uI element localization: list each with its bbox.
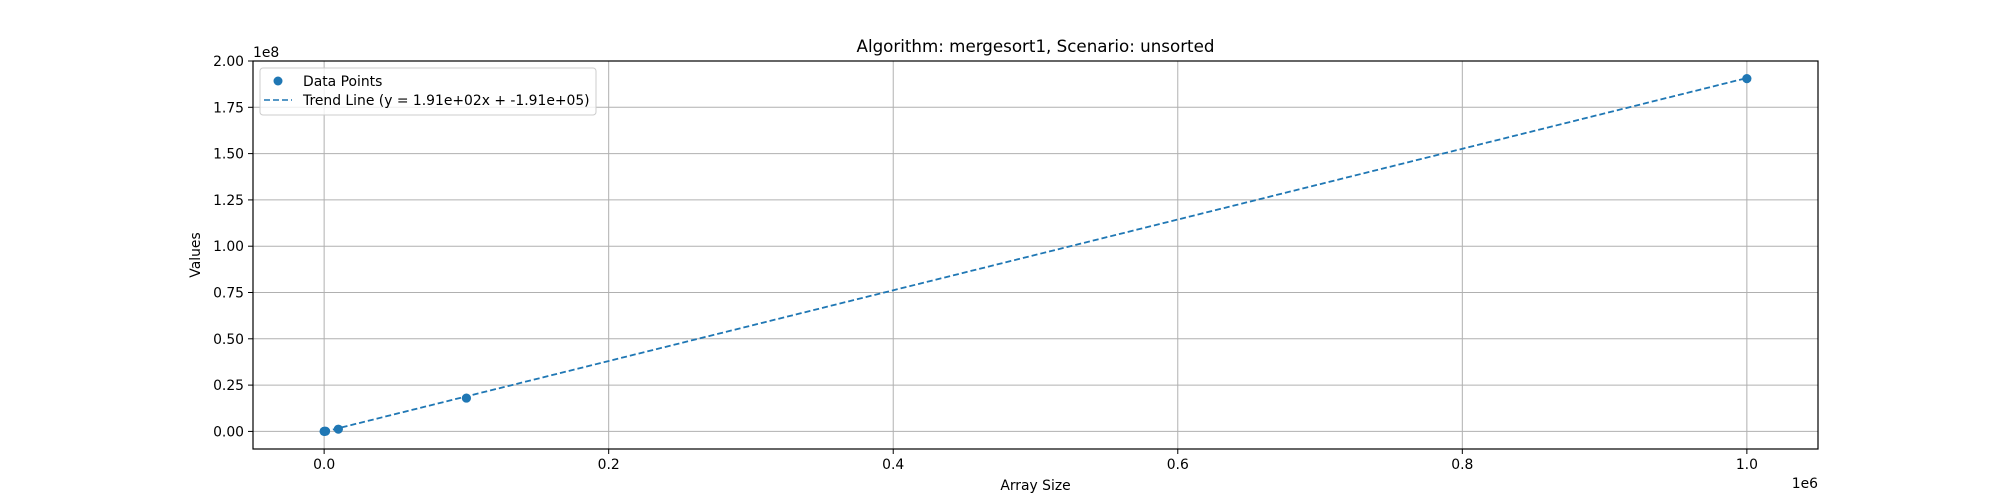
data-points-group — [319, 73, 1752, 437]
y-tick-label: 1.25 — [213, 193, 244, 209]
data-point — [1742, 73, 1752, 84]
legend-label-trend-line: Trend Line (y = 1.91e+02x + -1.91e+05) — [302, 93, 590, 109]
legend-box — [259, 67, 597, 116]
trend-line-group — [323, 77, 1748, 433]
data-point — [461, 393, 472, 403]
x-tick-label: 0.6 — [1167, 457, 1189, 473]
y-tick-label: 0.00 — [213, 424, 244, 440]
legend: Data Points Trend Line (y = 1.91e+02x + … — [259, 67, 597, 116]
x-tick-label: 0.2 — [598, 457, 620, 473]
plot-frame — [252, 60, 1819, 450]
y-tick-label: 0.25 — [213, 378, 244, 394]
x-axis-offset-label: 1e6 — [1792, 476, 1818, 492]
x-tick-label: 1.0 — [1736, 457, 1758, 473]
trend-line — [323, 77, 1748, 433]
chart-title: Algorithm: mergesort1, Scenario: unsorte… — [857, 36, 1215, 56]
x-axis-label: Array Size — [1000, 478, 1070, 494]
x-tick-label: 0.4 — [882, 457, 904, 473]
x-tick-label: 0.8 — [1451, 457, 1473, 473]
x-tick-label: 0.0 — [313, 457, 335, 473]
y-tick-label: 0.50 — [213, 332, 244, 348]
data-point — [320, 426, 331, 436]
y-tick-label: 0.75 — [213, 286, 244, 302]
legend-marker-data-points — [273, 76, 283, 86]
y-tick-label: 2.00 — [213, 54, 244, 70]
x-axis-ticks: 0.0 0.2 0.4 0.6 0.8 1.0 — [313, 449, 1758, 473]
y-axis-ticks: 0.00 0.25 0.50 0.75 1.00 1.25 1.50 1.75 2.00 — [213, 54, 253, 440]
y-axis-offset-label: 1e8 — [253, 45, 279, 61]
y-axis-label: Values — [188, 232, 204, 277]
y-tick-label: 1.00 — [213, 239, 244, 255]
legend-label-data-points: Data Points — [303, 74, 382, 90]
data-point — [333, 424, 343, 434]
y-tick-label: 1.75 — [213, 100, 244, 116]
y-tick-label: 1.50 — [213, 147, 244, 163]
